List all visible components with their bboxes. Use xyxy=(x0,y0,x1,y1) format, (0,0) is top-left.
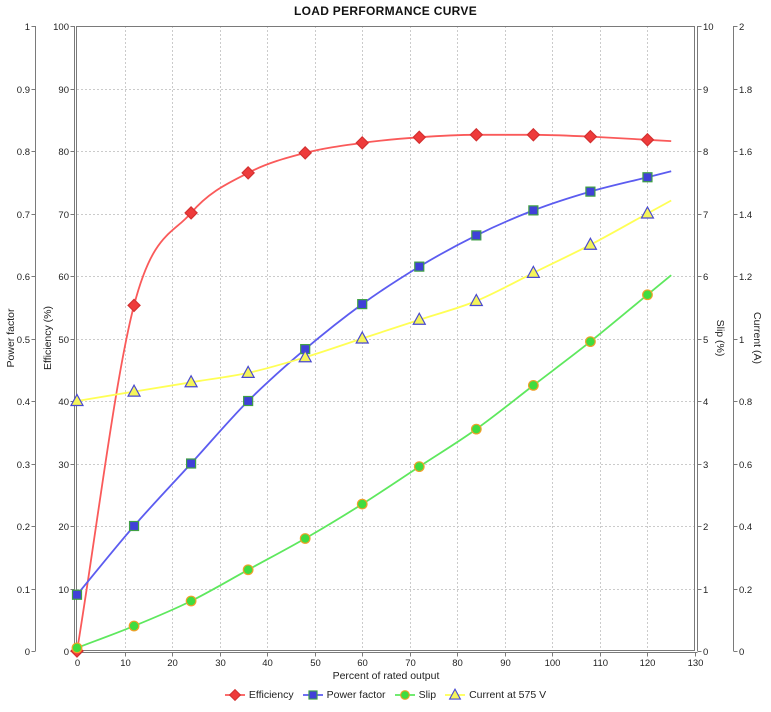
svg-text:70: 70 xyxy=(58,210,69,221)
power-factor-legend-marker-icon xyxy=(302,690,323,700)
power-factor-axis-ticks: 0 0.1 0.2 0.3 0.4 0.5 0.6 0.7 0.8 0.9 1 xyxy=(17,22,36,658)
svg-text:40: 40 xyxy=(262,658,273,669)
svg-text:50: 50 xyxy=(310,658,321,669)
chart-title: LOAD PERFORMANCE CURVE xyxy=(293,4,478,18)
svg-text:1.4: 1.4 xyxy=(739,210,752,221)
efficiency-legend-marker-icon xyxy=(224,688,245,702)
svg-text:30: 30 xyxy=(58,460,69,471)
series-power-factor-markers xyxy=(71,172,653,600)
svg-text:1.8: 1.8 xyxy=(739,85,752,96)
x-axis-title: Percent of rated output xyxy=(332,670,440,682)
series-current-at-575-v-markers xyxy=(69,205,655,407)
svg-text:20: 20 xyxy=(58,522,69,533)
svg-text:100: 100 xyxy=(545,658,561,669)
svg-text:0.3: 0.3 xyxy=(17,460,30,471)
efficiency-axis-ticks: 0 10 20 30 40 50 60 70 80 90 100 xyxy=(53,22,75,658)
svg-text:0.8: 0.8 xyxy=(739,397,752,408)
svg-text:5: 5 xyxy=(703,335,708,346)
plot-border xyxy=(35,26,734,653)
svg-text:0.5: 0.5 xyxy=(17,335,30,346)
series-lines xyxy=(76,133,672,652)
legend-item-power-factor: Power factor xyxy=(302,688,386,702)
svg-text:0: 0 xyxy=(64,647,69,658)
svg-text:1.2: 1.2 xyxy=(739,272,752,283)
svg-text:1: 1 xyxy=(25,22,30,33)
svg-text:1: 1 xyxy=(739,335,744,346)
svg-text:4: 4 xyxy=(703,397,708,408)
slip-legend-marker-icon xyxy=(394,690,415,700)
svg-text:70: 70 xyxy=(405,658,416,669)
svg-text:8: 8 xyxy=(703,147,708,158)
svg-text:10: 10 xyxy=(703,22,714,33)
legend-label-current-at-575-v: Current at 575 V xyxy=(469,689,547,701)
svg-text:0.2: 0.2 xyxy=(739,585,752,596)
svg-text:0: 0 xyxy=(75,658,80,669)
svg-text:0.8: 0.8 xyxy=(17,147,30,158)
x-axis-ticks: 0 10 20 30 40 50 60 70 80 90 100 110 120 130 xyxy=(75,652,704,669)
svg-text:0.7: 0.7 xyxy=(17,210,30,221)
svg-text:10: 10 xyxy=(58,585,69,596)
svg-text:60: 60 xyxy=(357,658,368,669)
legend-item-current-at-575-v: Current at 575 V xyxy=(445,688,546,702)
svg-text:6: 6 xyxy=(703,272,708,283)
svg-text:0.6: 0.6 xyxy=(739,460,752,471)
svg-text:0: 0 xyxy=(703,647,708,658)
svg-text:130: 130 xyxy=(688,658,704,669)
legend-item-slip: Slip xyxy=(394,688,437,702)
svg-text:100: 100 xyxy=(53,22,69,33)
series-slip-line xyxy=(76,274,672,649)
svg-text:2: 2 xyxy=(703,522,708,533)
svg-text:1.6: 1.6 xyxy=(739,147,752,158)
svg-text:80: 80 xyxy=(58,147,69,158)
svg-text:7: 7 xyxy=(703,210,708,221)
svg-text:30: 30 xyxy=(215,658,226,669)
svg-text:0.6: 0.6 xyxy=(17,272,30,283)
series-markers xyxy=(69,127,655,658)
series-current-at-575-v-line xyxy=(76,199,672,402)
gridlines xyxy=(77,26,695,651)
series-efficiency-markers xyxy=(70,127,655,658)
svg-text:0: 0 xyxy=(739,647,744,658)
legend: Efficiency Power factor Slip Current at 575… xyxy=(0,688,771,702)
svg-text:0.2: 0.2 xyxy=(17,522,30,533)
svg-text:60: 60 xyxy=(58,272,69,283)
svg-text:0.1: 0.1 xyxy=(17,585,30,596)
svg-text:120: 120 xyxy=(640,658,656,669)
svg-text:90: 90 xyxy=(58,85,69,96)
svg-text:50: 50 xyxy=(58,335,69,346)
legend-label-efficiency: Efficiency xyxy=(248,689,294,701)
series-slip-markers xyxy=(71,289,653,654)
svg-text:9: 9 xyxy=(703,85,708,96)
svg-text:80: 80 xyxy=(452,658,463,669)
legend-label-slip: Slip xyxy=(418,689,437,701)
current-at-575-v-legend-marker-icon xyxy=(445,688,466,700)
svg-text:3: 3 xyxy=(703,460,708,471)
svg-text:0.4: 0.4 xyxy=(17,397,30,408)
svg-text:0: 0 xyxy=(25,647,30,658)
slip-axis-ticks: 0 1 2 3 4 5 6 7 8 9 10 xyxy=(697,22,714,658)
svg-text:0.4: 0.4 xyxy=(739,522,752,533)
legend-label-power-factor: Power factor xyxy=(326,689,386,701)
svg-text:2: 2 xyxy=(739,22,744,33)
svg-text:1: 1 xyxy=(703,585,708,596)
series-efficiency-line xyxy=(76,133,672,652)
current-axis-ticks: 0 0.2 0.4 0.6 0.8 1 1.2 1.4 1.6 1.8 2 xyxy=(733,22,752,658)
svg-text:110: 110 xyxy=(593,658,608,669)
svg-text:10: 10 xyxy=(120,658,131,669)
series-power-factor-line xyxy=(76,170,672,596)
legend-item-efficiency: Efficiency xyxy=(224,688,294,702)
svg-text:0.9: 0.9 xyxy=(17,85,30,96)
svg-text:20: 20 xyxy=(167,658,178,669)
svg-text:40: 40 xyxy=(58,397,69,408)
svg-text:90: 90 xyxy=(500,658,511,669)
